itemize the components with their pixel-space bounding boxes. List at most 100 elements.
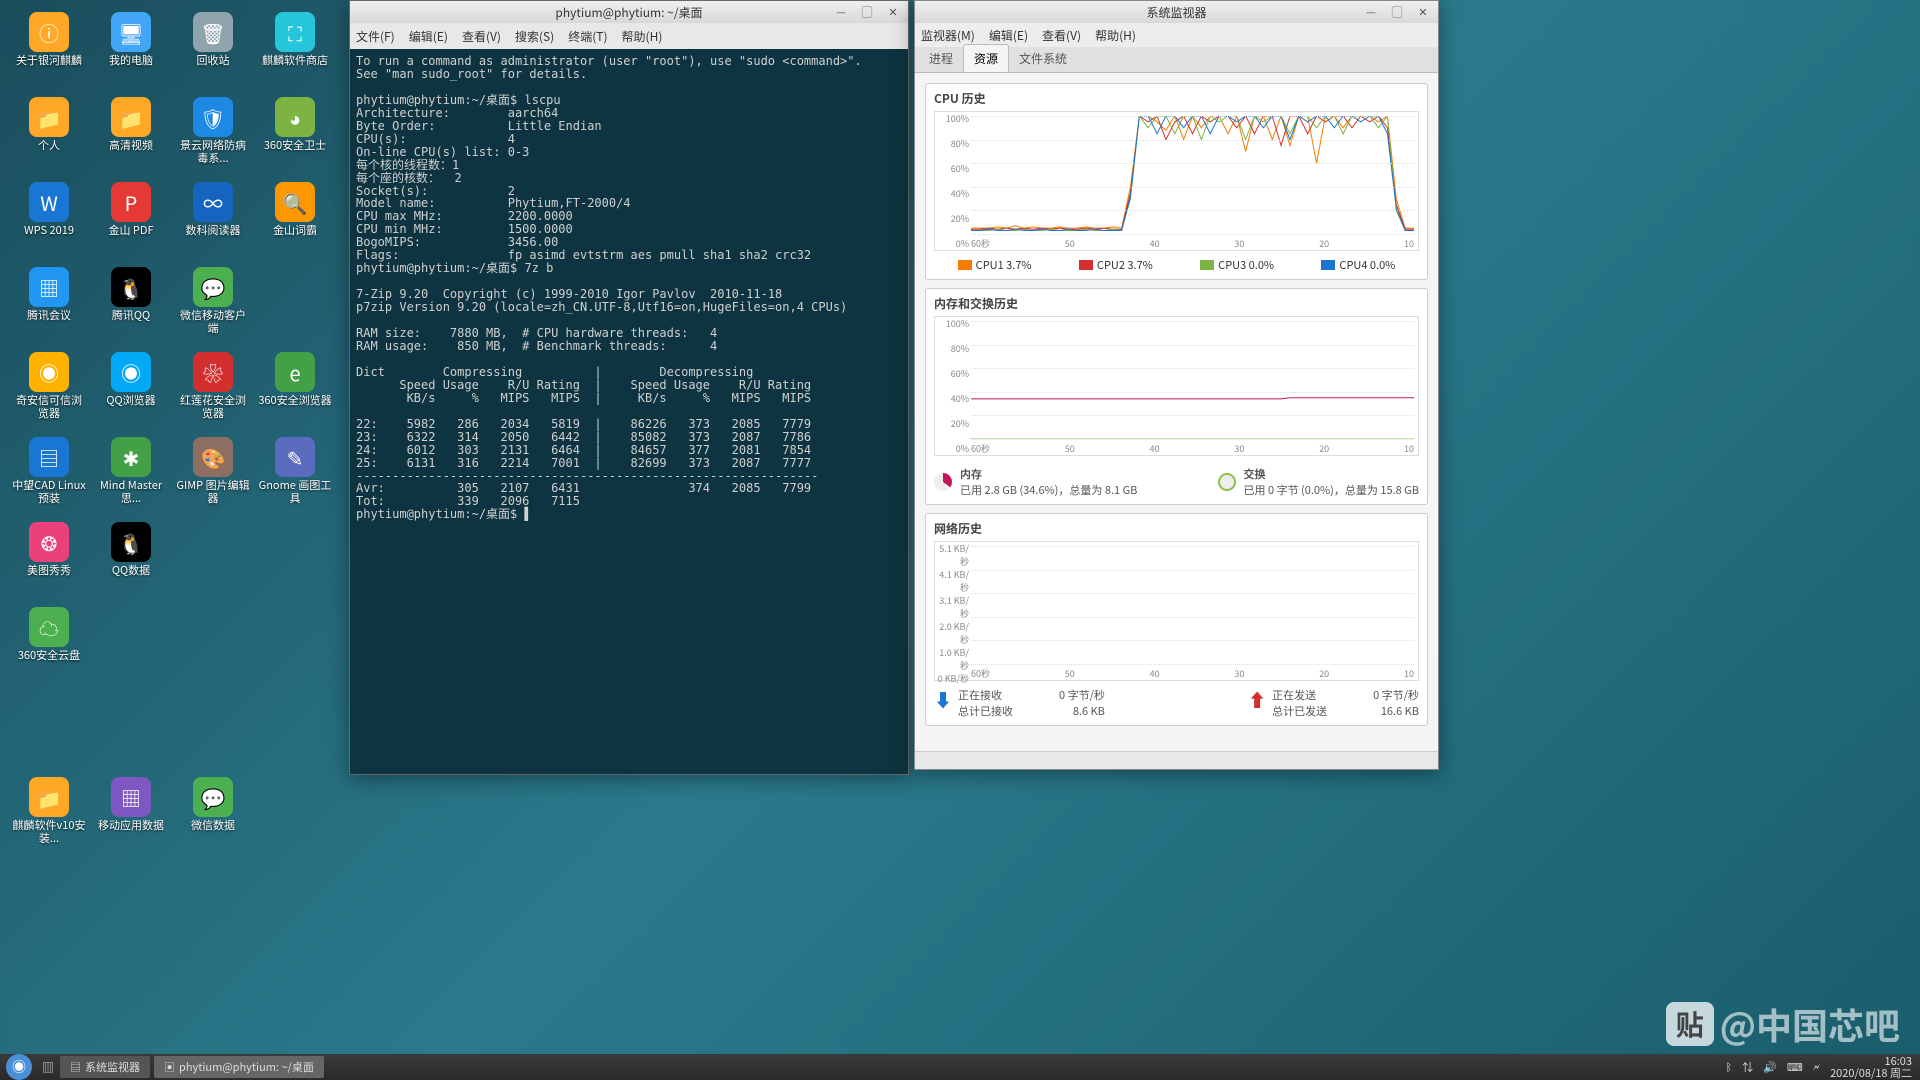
cpu-panel: CPU 历史 100%80%60%40%20%0%60秒5040302010 C… bbox=[925, 83, 1428, 280]
menu-item[interactable]: 搜索(S) bbox=[515, 28, 554, 45]
desktop-icon[interactable]: 📁 高清视频 bbox=[90, 93, 172, 178]
menu-item[interactable]: 帮助(H) bbox=[1095, 27, 1136, 44]
taskbar-item[interactable]: ▤系统监视器 bbox=[60, 1056, 150, 1078]
icon-label: 奇安信可信浏览器 bbox=[12, 394, 86, 420]
tx-total-label: 总计已发送 bbox=[1272, 703, 1327, 719]
net-panel: 网络历史 5.1 KB/秒4.1 KB/秒3.1 KB/秒2.0 KB/秒1.0… bbox=[925, 513, 1428, 726]
minimize-button[interactable]: — bbox=[1358, 3, 1384, 21]
icon-label: 360安全卫士 bbox=[264, 139, 326, 152]
desktop-icon[interactable]: ⓘ关于银河麒麟 bbox=[8, 8, 90, 93]
mem-dot-icon bbox=[934, 473, 952, 491]
menu-item[interactable]: 文件(F) bbox=[356, 28, 395, 45]
taskbar-workspace-icon[interactable]: ▥ bbox=[38, 1059, 58, 1076]
desktop-icon[interactable]: ⛶麒麟软件商店 bbox=[254, 8, 336, 93]
taskbar-item-icon: ▣ bbox=[164, 1059, 175, 1075]
mem-title: 内存和交换历史 bbox=[934, 295, 1419, 312]
desktop-icon[interactable]: ◕360安全卫士 bbox=[254, 93, 336, 178]
icon-label: 金山 PDF bbox=[108, 224, 153, 237]
maximize-button[interactable]: ▢ bbox=[1384, 3, 1410, 21]
legend-item: CPU2 3.7% bbox=[1079, 257, 1153, 273]
taskbar-clock[interactable]: 16:03 2020/08/18 周二 bbox=[1830, 1055, 1912, 1079]
app-icon: ▤ bbox=[29, 437, 69, 477]
app-icon: 🐧 bbox=[111, 522, 151, 562]
app-icon: 📁 bbox=[29, 777, 69, 817]
tab[interactable]: 资源 bbox=[963, 44, 1009, 72]
desktop-icon[interactable]: e360安全浏览器 bbox=[254, 348, 336, 433]
taskbar-item[interactable]: ▣phytium@phytium: ~/桌面 bbox=[154, 1056, 324, 1078]
app-icon: 📁 bbox=[111, 97, 151, 137]
icon-label: 360安全云盘 bbox=[18, 649, 80, 662]
close-button[interactable]: ✕ bbox=[1410, 3, 1436, 21]
icon-label: 微信数据 bbox=[191, 819, 235, 832]
menu-item[interactable]: 终端(T) bbox=[568, 28, 607, 45]
desktop-icon[interactable]: ✎Gnome 画图工具 bbox=[254, 433, 336, 518]
icon-label: 360安全浏览器 bbox=[258, 394, 331, 407]
net-title: 网络历史 bbox=[934, 520, 1419, 537]
desktop-icon[interactable]: ▦移动应用数据 bbox=[90, 773, 172, 858]
tx-total: 16.6 KB bbox=[1373, 703, 1419, 719]
desktop-icon[interactable]: ◉QQ浏览器 bbox=[90, 348, 172, 433]
menu-item[interactable]: 查看(V) bbox=[462, 28, 501, 45]
app-icon: ❀ bbox=[193, 352, 233, 392]
legend-item: CPU3 0.0% bbox=[1200, 257, 1274, 273]
desktop-icon[interactable]: 💬微信移动客户端 bbox=[172, 263, 254, 348]
desktop-icon[interactable]: 🐧腾讯QQ bbox=[90, 263, 172, 348]
menu-item[interactable]: 编辑(E) bbox=[989, 27, 1028, 44]
desktop-icon[interactable]: 📁麒麟软件v10安装... bbox=[8, 773, 90, 858]
terminal-output[interactable]: To run a command as administrator (user … bbox=[350, 49, 908, 774]
app-icon: ✱ bbox=[111, 437, 151, 477]
icon-label: QQ数据 bbox=[112, 564, 150, 577]
icon-label: GIMP 图片编辑器 bbox=[176, 479, 250, 505]
desktop-icon[interactable]: P金山 PDF bbox=[90, 178, 172, 263]
desktop-icon[interactable]: 🖥我的电脑 bbox=[90, 8, 172, 93]
app-icon: 💬 bbox=[193, 267, 233, 307]
icon-label: 我的电脑 bbox=[109, 54, 153, 67]
desktop-icon[interactable]: 📁个人 bbox=[8, 93, 90, 178]
desktop-icon[interactable]: WWPS 2019 bbox=[8, 178, 90, 263]
minimize-button[interactable]: — bbox=[828, 3, 854, 21]
icon-label: 高清视频 bbox=[109, 139, 153, 152]
close-button[interactable]: ✕ bbox=[880, 3, 906, 21]
tab[interactable]: 进程 bbox=[919, 45, 963, 72]
desktop-icon[interactable]: ❀红莲花安全浏览器 bbox=[172, 348, 254, 433]
volume-icon[interactable]: 🔊 bbox=[1763, 1059, 1777, 1075]
desktop-icon[interactable]: 🐧 QQ数据 bbox=[90, 518, 172, 603]
desktop-icon[interactable]: ❂美图秀秀 bbox=[8, 518, 90, 603]
desktop-icon[interactable]: 🛡景云网络防病毒系... bbox=[172, 93, 254, 178]
desktop-icon[interactable]: ◉奇安信可信浏览器 bbox=[8, 348, 90, 433]
rx-label: 正在接收 bbox=[958, 687, 1002, 703]
battery-icon[interactable]: 🗲 bbox=[1813, 1059, 1820, 1075]
bluetooth-icon[interactable]: ᛒ bbox=[1726, 1059, 1733, 1075]
icon-label: 麒麟软件商店 bbox=[262, 54, 328, 67]
desktop-icon[interactable]: 🗑回收站 bbox=[172, 8, 254, 93]
app-icon: ☁ bbox=[29, 607, 69, 647]
system-monitor-window: 系统监视器 — ▢ ✕ 监视器(M) 编辑(E) 查看(V) 帮助(H) 进程资源文件… bbox=[914, 0, 1439, 770]
app-icon: 🛡 bbox=[193, 97, 233, 137]
desktop-icon[interactable]: ✱Mind Master 思... bbox=[90, 433, 172, 518]
icon-label: 微信移动客户端 bbox=[176, 309, 250, 335]
desktop-icon[interactable]: 🎨GIMP 图片编辑器 bbox=[172, 433, 254, 518]
menu-item[interactable]: 监视器(M) bbox=[921, 27, 975, 44]
desktop-icon[interactable]: ▦腾讯会议 bbox=[8, 263, 90, 348]
icon-label: Gnome 画图工具 bbox=[258, 479, 332, 505]
desktop-icon[interactable]: ∞数科阅读器 bbox=[172, 178, 254, 263]
input-icon[interactable]: ⌨ bbox=[1787, 1059, 1803, 1075]
desktop-icon[interactable]: 🔍金山词霸 bbox=[254, 178, 336, 263]
sysmon-title: 系统监视器 bbox=[1146, 4, 1206, 21]
menu-item[interactable]: 编辑(E) bbox=[409, 28, 448, 45]
menu-item[interactable]: 帮助(H) bbox=[622, 28, 663, 45]
tab[interactable]: 文件系统 bbox=[1009, 45, 1077, 72]
maximize-button[interactable]: ▢ bbox=[854, 3, 880, 21]
app-icon: ◉ bbox=[111, 352, 151, 392]
network-icon[interactable]: ⇅ bbox=[1742, 1059, 1753, 1075]
system-tray: ᛒ ⇅ 🔊 ⌨ 🗲 16:03 2020/08/18 周二 bbox=[1726, 1055, 1920, 1079]
desktop-icon[interactable]: ☁ 360安全云盘 bbox=[8, 603, 90, 688]
desktop-icon[interactable]: ▤中望CAD Linux预装 bbox=[8, 433, 90, 518]
start-button[interactable]: ◉ bbox=[6, 1054, 32, 1080]
menu-item[interactable]: 查看(V) bbox=[1042, 27, 1081, 44]
sysmon-titlebar[interactable]: 系统监视器 — ▢ ✕ bbox=[915, 1, 1438, 23]
icon-label: 麒麟软件v10安装... bbox=[12, 819, 86, 845]
terminal-titlebar[interactable]: phytium@phytium: ~/桌面 — ▢ ✕ bbox=[350, 1, 908, 23]
legend-item: CPU1 3.7% bbox=[958, 257, 1032, 273]
desktop-icon[interactable]: 💬微信数据 bbox=[172, 773, 254, 858]
